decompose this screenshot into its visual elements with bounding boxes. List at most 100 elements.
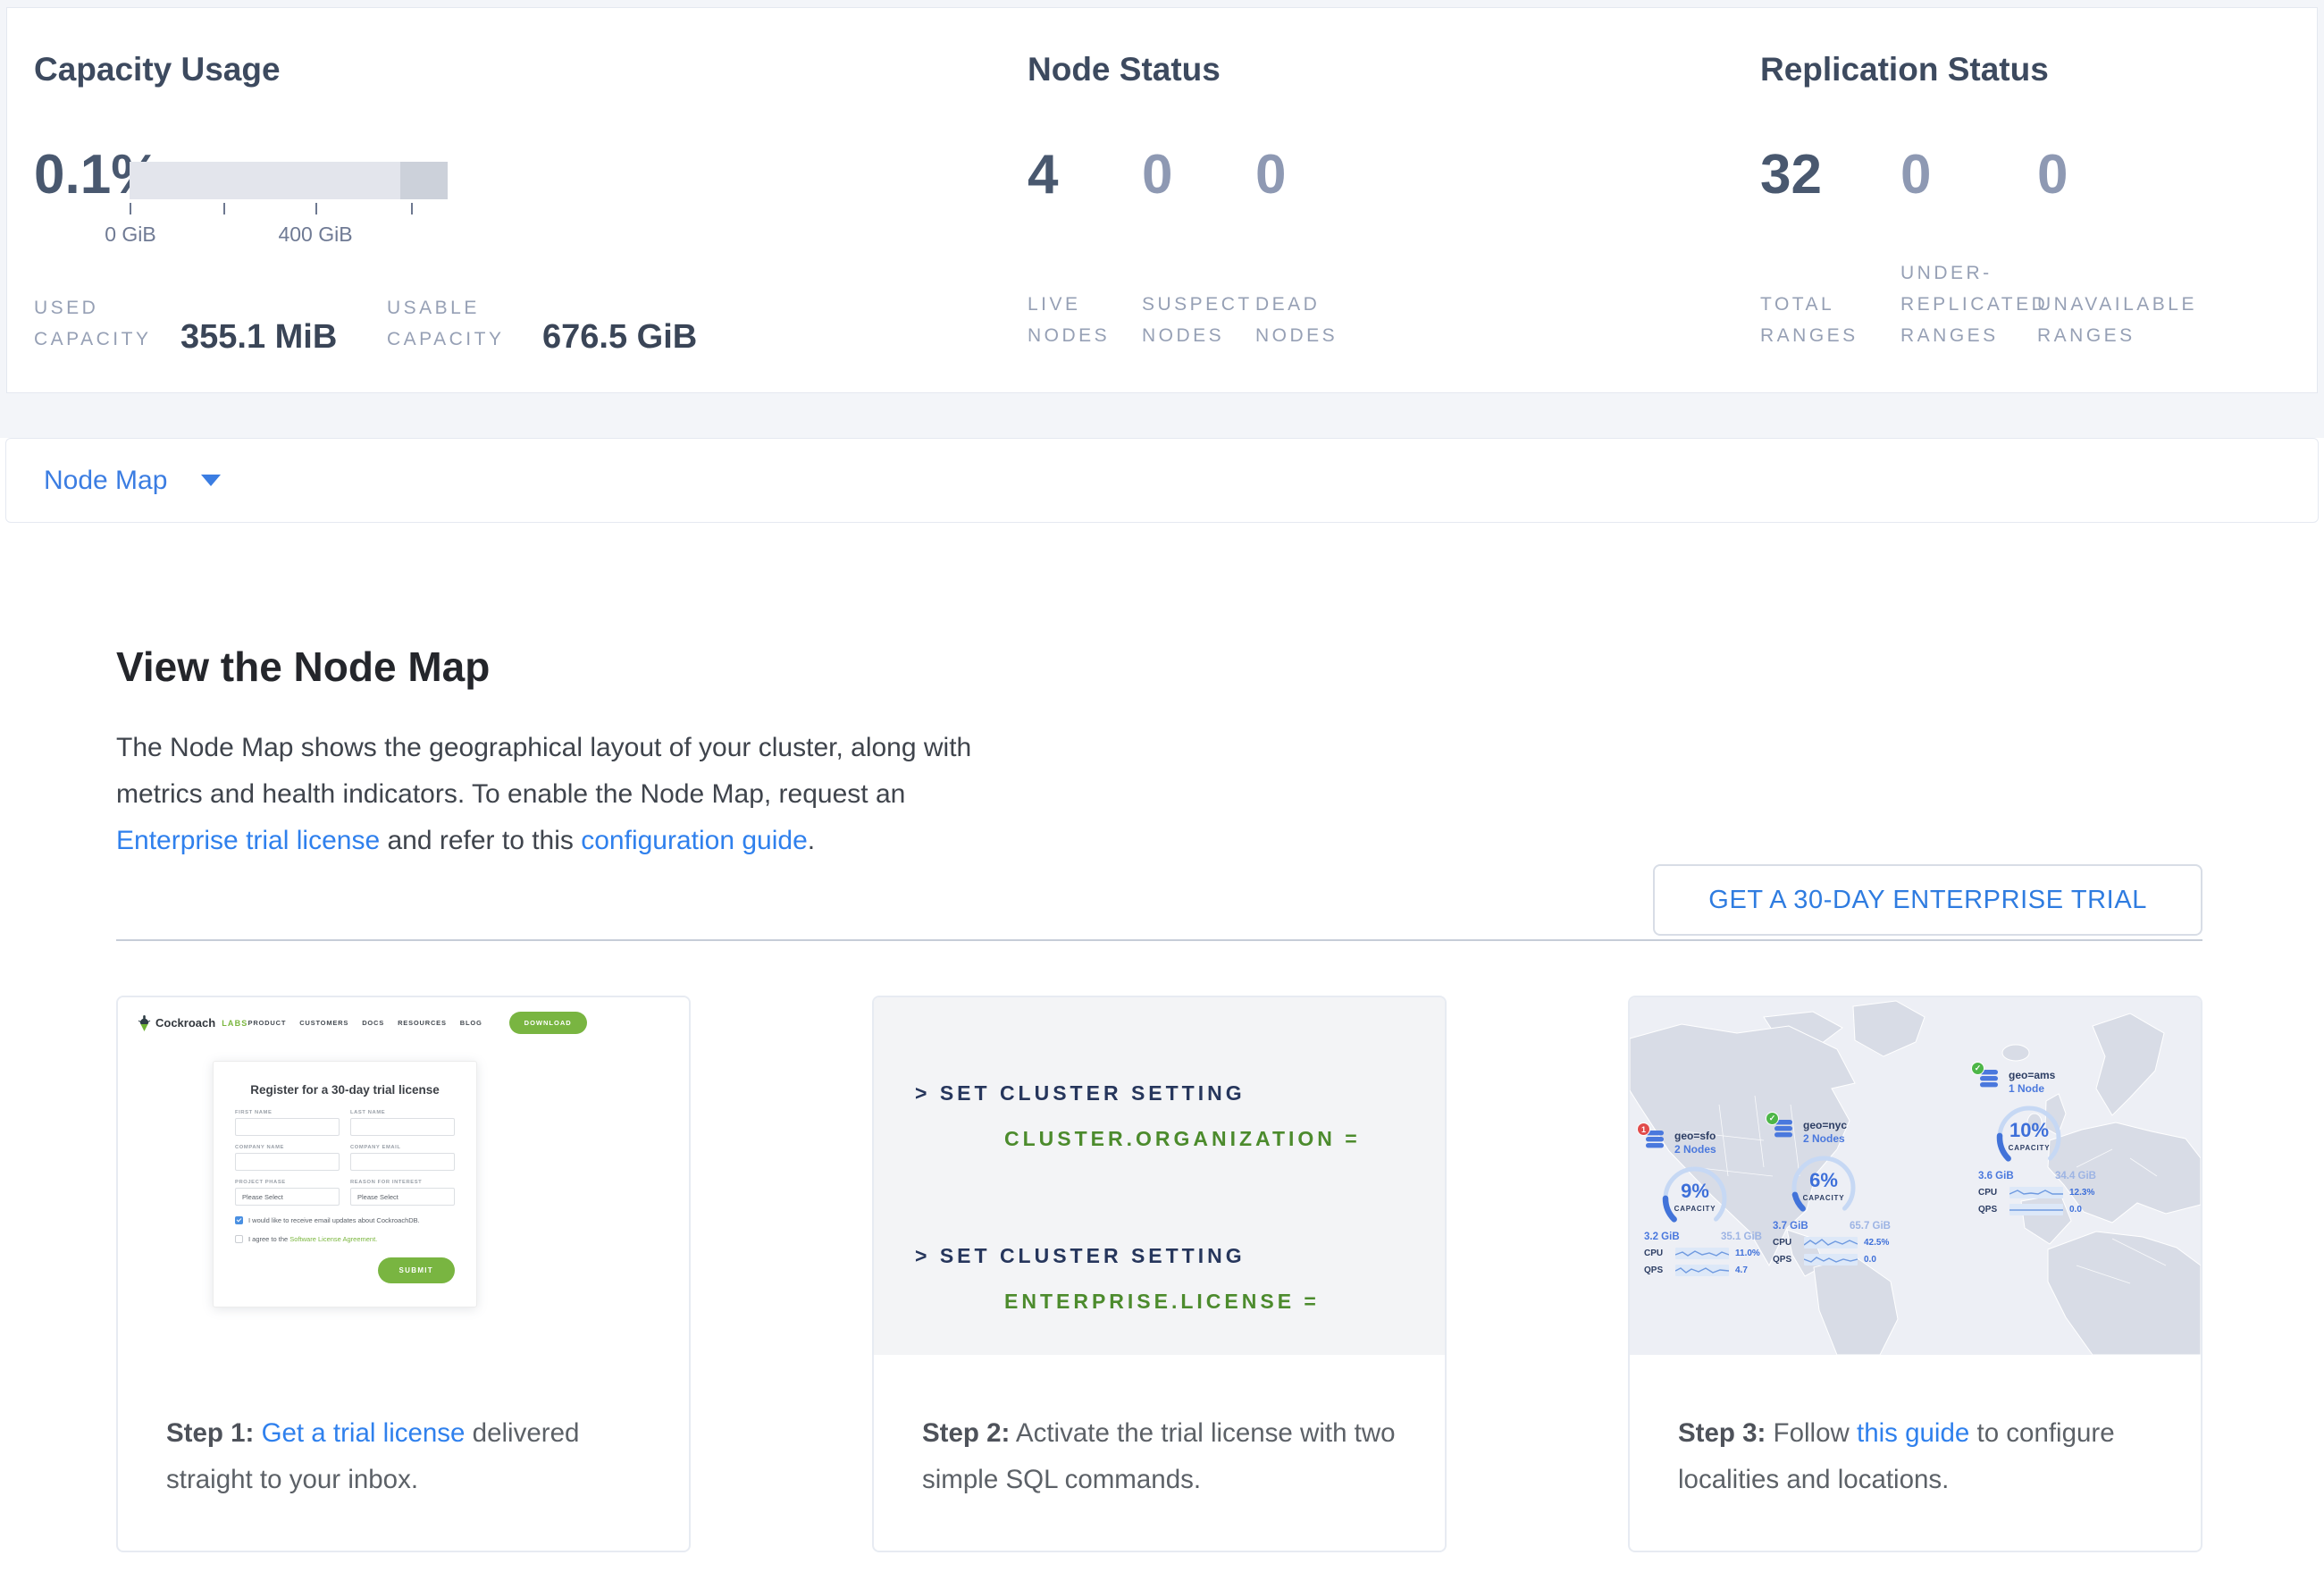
qps-sparkline (1804, 1254, 1858, 1265)
email-updates-checkbox-row: I would like to receive email updates ab… (235, 1216, 455, 1224)
capacity-percent: 9% (1681, 1180, 1709, 1202)
cockroach-labs-logo: Cockroach LABS (138, 1014, 248, 1031)
database-icon: ✓ (1766, 1112, 1796, 1140)
this-guide-link[interactable]: this guide (1857, 1418, 1970, 1448)
capacity-label: CAPACITY (2008, 1144, 2051, 1152)
gauge-arc (1662, 1165, 1728, 1232)
field-label: FIRST NAME (235, 1110, 273, 1115)
qps-row: QPS 0.0 (1773, 1254, 1907, 1265)
unavailable-ranges-label: UNAVAILABLE RANGES (2037, 294, 2197, 346)
field-label: COMPANY EMAIL (350, 1145, 401, 1150)
form-title: Register for a 30-day trial license (250, 1083, 440, 1097)
form-field: FIRST NAME (235, 1110, 340, 1136)
field-label: REASON FOR INTEREST (350, 1180, 423, 1185)
qps-sparkline (2009, 1204, 2063, 1215)
axis-tick (411, 203, 413, 214)
form-field: PROJECT PHASE Please Select (235, 1180, 340, 1206)
cpu-row: CPU 42.5% (1773, 1237, 1907, 1248)
capacity-gauge: 6% CAPACITY (1787, 1151, 1860, 1221)
check-badge-icon: ✓ (1766, 1112, 1779, 1125)
view-selector-dropdown[interactable]: Node Map (44, 465, 168, 495)
form-field: LAST NAME (350, 1110, 455, 1136)
total-ranges-label: TOTAL RANGES (1760, 294, 1858, 346)
dead-nodes-count: 0 (1255, 144, 1287, 206)
sql-commands-panel: > SET CLUSTER SETTING CLUSTER.ORGANIZATI… (874, 997, 1445, 1355)
usable-capacity-value: 676.5 GiB (542, 318, 698, 356)
nav-item-customers: CUSTOMERS (299, 1019, 349, 1027)
cpu-label: CPU (1644, 1248, 1664, 1258)
form-field: COMPANY NAME (235, 1145, 340, 1171)
capacity-values: 3.6 GiB 34.4 GiB (1978, 1171, 2096, 1181)
axis-tick-label: 400 GiB (278, 223, 353, 246)
locality-header: ✓ geo=ams 1 Node (1971, 1062, 2112, 1096)
total-capacity: 65.7 GiB (1849, 1221, 1891, 1232)
database-icon: ✓ (1971, 1062, 2001, 1090)
view-selector-bar: Node Map (5, 438, 2319, 523)
check-badge-icon: ✓ (1971, 1062, 1984, 1075)
used-capacity: 3.6 GiB (1978, 1171, 2014, 1181)
last-name-input (350, 1118, 455, 1136)
step1-caption: Step 1: Get a trial license delivered st… (118, 1355, 689, 1503)
description-text: . (807, 826, 816, 855)
step2-card: > SET CLUSTER SETTING CLUSTER.ORGANIZATI… (872, 996, 1447, 1552)
cpu-sparkline (1804, 1237, 1858, 1248)
enterprise-trial-button[interactable]: GET A 30-DAY ENTERPRISE TRIAL (1653, 864, 2202, 936)
live-nodes-count: 4 (1028, 144, 1059, 206)
checkbox-label-text: I agree to the (248, 1235, 290, 1243)
qps-row: QPS 0.0 (1978, 1204, 2112, 1215)
capacity-gauge: 9% CAPACITY (1658, 1162, 1732, 1232)
project-phase-select: Please Select (235, 1188, 340, 1206)
locality-nodes: 2 Nodes (1803, 1132, 1845, 1145)
configuration-guide-link[interactable]: configuration guide (581, 826, 808, 855)
unchecked-checkbox-icon (235, 1235, 243, 1243)
used-capacity-label: USED CAPACITY (34, 298, 152, 349)
total-capacity: 35.1 GiB (1720, 1232, 1762, 1242)
capacity-axis: 0 GiB 400 GiB (105, 203, 448, 256)
locality-name: geo=sfo (1674, 1130, 1716, 1142)
step-number: Step 3: (1678, 1418, 1766, 1448)
chevron-down-icon[interactable] (201, 475, 222, 486)
cpu-row: CPU 11.0% (1644, 1248, 1778, 1259)
mini-site-nav: PRODUCT CUSTOMERS DOCS RESOURCES BLOG DO… (248, 1012, 587, 1034)
cpu-label: CPU (1773, 1238, 1792, 1248)
trial-registration-form: Register for a 30-day trial license FIRS… (213, 1061, 477, 1307)
node-map-description: The Node Map shows the geographical layo… (116, 725, 1023, 864)
unavailable-ranges-count: 0 (2037, 144, 2068, 206)
axis-tick (315, 203, 317, 214)
cluster-summary-region: Capacity Usage 0.1% 0 GiB 400 GiB USED C… (0, 0, 2324, 438)
reason-for-interest-select: Please Select (350, 1188, 455, 1206)
cockroach-logo-icon (138, 1014, 151, 1031)
gauge-arc (1996, 1105, 2062, 1171)
get-trial-license-link[interactable]: Get a trial license (261, 1418, 466, 1448)
locality-titles: geo=ams 1 Node (2009, 1069, 2055, 1096)
axis-tick (223, 203, 225, 214)
main-content: View the Node Map The Node Map shows the… (0, 643, 2324, 1588)
database-stack-icon (1980, 1070, 1998, 1088)
checked-checkbox-icon (235, 1216, 243, 1224)
capacity-label: CAPACITY (1802, 1194, 1845, 1202)
cluster-summary-panel: Capacity Usage 0.1% 0 GiB 400 GiB USED C… (6, 7, 2318, 393)
qps-label: QPS (1773, 1255, 1792, 1265)
used-capacity: 3.7 GiB (1773, 1221, 1808, 1232)
cpu-value: 12.3% (2069, 1188, 2095, 1198)
cpu-value: 42.5% (1864, 1238, 1890, 1248)
step3-card: 1 geo=sfo 2 Nodes 9% CAPACITY (1628, 996, 2202, 1552)
node-map-hero: View the Node Map The Node Map shows the… (116, 643, 2202, 936)
nav-item-blog: BLOG (459, 1019, 482, 1027)
used-capacity: 3.2 GiB (1644, 1232, 1680, 1242)
enterprise-trial-license-link[interactable]: Enterprise trial license (116, 826, 381, 855)
step2-caption: Step 2: Activate the trial license with … (874, 1355, 1445, 1503)
field-label: COMPANY NAME (235, 1145, 284, 1150)
locality-header: 1 geo=sfo 2 Nodes (1637, 1122, 1778, 1156)
sql-line: CLUSTER.ORGANIZATION = (1004, 1127, 1361, 1150)
capacity-usage-bar (130, 162, 448, 199)
under-replicated-ranges-label: UNDER-REPLICATED RANGES (1900, 263, 2049, 346)
software-license-agreement-link: Software License Agreement. (289, 1235, 378, 1243)
capacity-usage-bar-segment (399, 162, 448, 199)
node-map-preview: 1 geo=sfo 2 Nodes 9% CAPACITY (1630, 997, 2201, 1355)
submit-button: SUBMIT (377, 1257, 455, 1283)
form-field: COMPANY EMAIL (350, 1145, 455, 1171)
logo-wordmark-suffix: LABS (222, 1018, 248, 1028)
sql-line: > SET CLUSTER SETTING (915, 1244, 1246, 1267)
step-number: Step 2: (922, 1418, 1011, 1448)
